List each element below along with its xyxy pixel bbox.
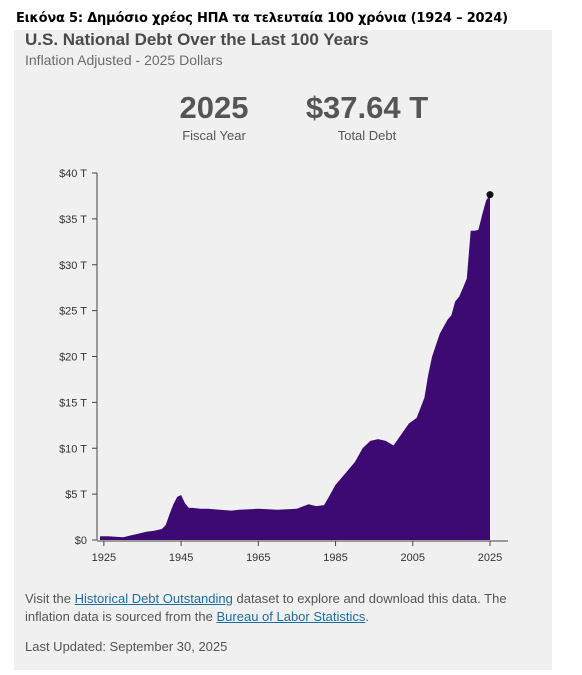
y-tick-label: $15 T bbox=[59, 397, 87, 409]
x-tick-label: 2005 bbox=[401, 552, 425, 564]
latest-value-point bbox=[486, 191, 494, 199]
y-tick-label: $40 T bbox=[59, 168, 87, 180]
last-updated: Last Updated: September 30, 2025 bbox=[25, 639, 228, 654]
y-tick-label: $25 T bbox=[59, 306, 87, 318]
x-tick-label: 1945 bbox=[169, 552, 193, 564]
chart-subtitle: Inflation Adjusted - 2025 Dollars bbox=[25, 52, 223, 68]
debt-area bbox=[100, 194, 490, 540]
x-tick-label: 1925 bbox=[92, 552, 116, 564]
y-tick-label: $30 T bbox=[59, 260, 87, 272]
y-tick-label: $35 T bbox=[59, 214, 87, 226]
chart-title: U.S. National Debt Over the Last 100 Yea… bbox=[25, 30, 369, 49]
y-tick-label: $0 bbox=[75, 535, 87, 547]
x-tick-label: 2025 bbox=[478, 552, 502, 564]
fiscal-year-label: Fiscal Year bbox=[182, 128, 246, 143]
historical-debt-link[interactable]: Historical Debt Outstanding bbox=[74, 591, 233, 606]
note-suffix: . bbox=[365, 609, 369, 624]
x-tick-label: 1965 bbox=[246, 552, 270, 564]
data-source-note: Visit the Historical Debt Outstanding da… bbox=[25, 590, 535, 626]
bls-link[interactable]: Bureau of Labor Statistics bbox=[216, 609, 366, 624]
fiscal-year-value: 2025 bbox=[179, 90, 249, 125]
debt-area-chart: $0 $5 T $10 T $15 T $20 T $25 T $30 T $35 T $40 … bbox=[59, 168, 508, 564]
note-prefix: Visit the bbox=[25, 591, 75, 606]
note-middle: dataset to explore and download this dat… bbox=[25, 591, 507, 624]
x-tick-label: 1985 bbox=[323, 552, 347, 564]
figure-caption: Εικόνα 5: Δημόσιο χρέος ΗΠΑ τα τελευταία… bbox=[16, 11, 508, 26]
y-tick-label: $20 T bbox=[59, 352, 87, 364]
y-tick-label: $5 T bbox=[65, 489, 87, 501]
y-tick-label: $10 T bbox=[59, 443, 87, 455]
fiscal-year-stat: 2025 Fiscal Year bbox=[169, 90, 259, 143]
total-debt-label: Total Debt bbox=[337, 128, 397, 143]
total-debt-value: $37.64 T bbox=[305, 90, 429, 125]
total-debt-stat: $37.64 T Total Debt bbox=[297, 90, 437, 143]
chart-card: U.S. National Debt Over the Last 100 Yea… bbox=[14, 30, 552, 670]
